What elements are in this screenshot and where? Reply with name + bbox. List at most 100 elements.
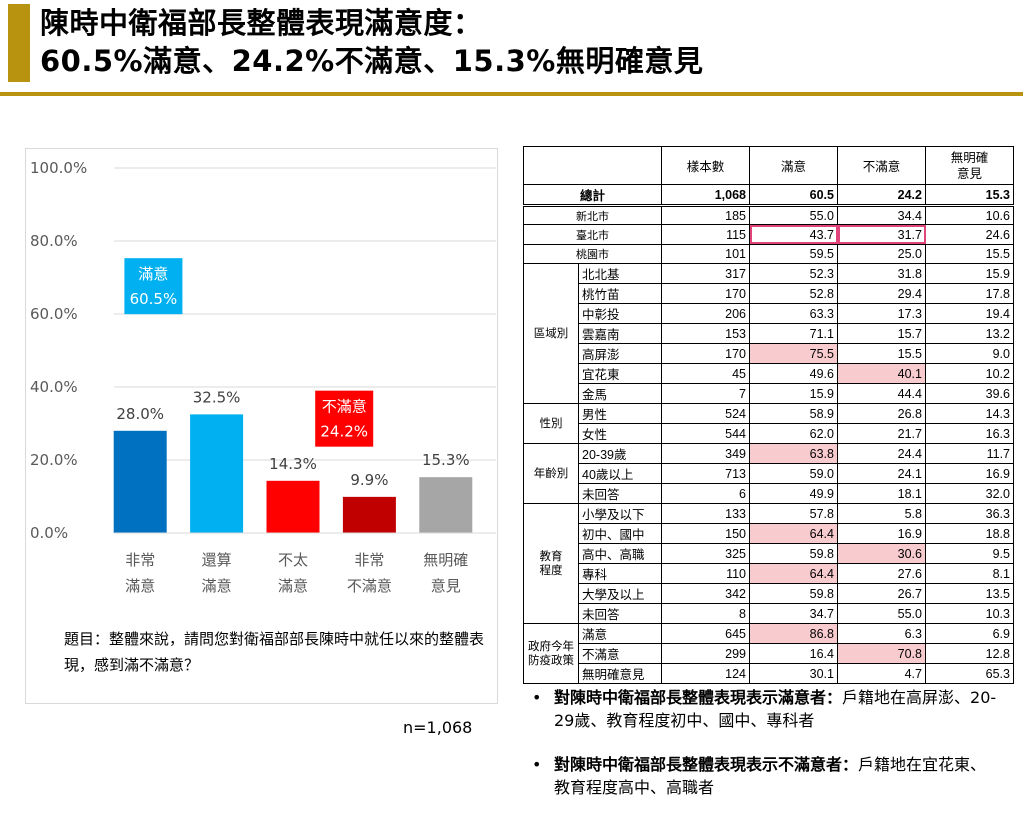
table-cell: 170 [661,343,750,365]
table-cell: 59.0 [749,463,838,485]
note-satisfied-lead: 對陳時中衛福部長整體表現表示滿意者： [554,688,843,707]
row-label: 未回答 [578,603,662,625]
table-cell: 4.7 [837,663,926,685]
row-label: 臺北市 [523,224,662,245]
x-category-label: 還算 [202,551,232,569]
title-underline [0,92,1023,96]
bar [113,430,167,533]
bar-value-label: 15.3% [422,451,470,469]
row-label: 高屏澎 [578,343,662,365]
table-cell: 8 [661,603,750,625]
table-row: 金馬 7 15.9 44.4 39.6 [524,383,1014,405]
table-cell: 32.0 [925,483,1014,505]
note-dissatisfied: • 對陳時中衛福部長整體表現表示不滿意者：戶籍地在宜花東、教育程度高中、高職者 [530,753,1000,799]
table-cell: 299 [661,643,750,665]
table-cell: 7 [661,383,750,405]
row-label: 高中、高職 [578,543,662,565]
header-no-opinion: 無明確 意見 [925,146,1014,185]
note-satisfied-text: 戶籍地在高屏澎、20-29歲、教育程度初中、國中、專科者 [554,688,997,730]
bar-value-label: 14.3% [269,455,317,473]
y-tick-label: 20.0% [30,451,78,469]
table-cell: 6.9 [925,623,1014,645]
bar-value-label: 32.5% [193,388,241,406]
row-label: 40歲以上 [578,463,662,485]
annotation-box [124,258,183,315]
table-cell: 63.3 [749,303,838,325]
survey-question: 題目：整體來說，請問您對衛福部部長陳時中就任以來的整體表現，感到滿不滿意？ [64,630,485,674]
table-cell: 60.5 [749,184,838,207]
table-cell: 645 [661,623,750,645]
table-cell: 34.7 [749,603,838,625]
table-cell: 10.6 [925,204,1014,226]
table-cell: 713 [661,463,750,485]
table-row: 性別 男性 524 58.9 26.8 14.3 [523,403,1014,445]
row-label: 女性 [578,423,662,445]
title-line-2: 60.5%滿意、24.2%不滿意、15.3%無明確意見 [40,44,704,78]
note-satisfied: • 對陳時中衛福部長整體表現表示滿意者：戶籍地在高屏澎、20-29歲、教育程度初… [530,686,1000,732]
table-cell: 39.6 [925,383,1014,405]
table-cell: 57.8 [749,503,838,525]
bar-value-label: 9.9% [350,471,388,489]
row-label: 總計 [523,184,662,207]
table-cell: 55.0 [749,204,838,226]
table-cell: 206 [661,303,750,325]
table-row: 專科 110 64.4 27.6 8.1 [524,563,1014,585]
table-cell: 29.4 [837,283,926,305]
group-label: 區域別 [523,263,579,405]
header-sample-size: 樣本數 [661,146,750,185]
table-row: 無明確意見 124 30.1 4.7 65.3 [524,663,1014,685]
table-cell: 59.8 [749,583,838,605]
table-cell: 27.6 [837,563,926,585]
table-cell: 524 [661,403,750,425]
row-label: 大學及以上 [578,583,662,605]
row-label: 滿意 [578,623,662,645]
row-label: 金馬 [578,383,662,405]
table-row: 桃園市 101 59.5 25.0 15.5 [523,243,1014,265]
table-cell: 1,068 [661,184,750,207]
row-label: 新北市 [523,204,662,226]
table-cell: 52.8 [749,283,838,305]
table-cell: 75.5 [749,343,838,365]
table-cell: 49.9 [749,483,838,505]
table-cell: 10.2 [925,363,1014,385]
table-cell: 24.1 [837,463,926,485]
table-cell: 64.4 [749,523,838,545]
table-cell: 317 [661,263,750,285]
table-cell: 62.0 [749,423,838,445]
bar [266,480,320,533]
table-cell: 30.1 [749,663,838,685]
table-cell: 9.0 [925,343,1014,365]
table-cell: 10.3 [925,603,1014,625]
row-label: 小學及以下 [578,503,662,525]
table-cell: 26.8 [837,403,926,425]
group-label: 年齡別 [523,443,579,505]
table-cell: 19.4 [925,303,1014,325]
note-dissatisfied-text: 戶籍地在宜花東、教育程度高中、高職者 [554,755,987,797]
row-label: 桃竹苗 [578,283,662,305]
row-label: 無明確意見 [578,663,662,685]
table-cell: 133 [661,503,750,525]
chart-panel: 0.0% 20.0% 40.0% 60.0% 80.0% 100.0% 28.0% 非常 滿意 3… [25,148,498,704]
y-tick-label: 60.0% [30,305,78,323]
table-corner [523,146,662,185]
table-cell: 153 [661,323,750,345]
sample-size-note: n=1,068 [403,718,473,737]
x-category-label: 滿意 [202,577,232,595]
table-cell: 59.8 [749,543,838,565]
table-cell: 150 [661,523,750,545]
table-row: 教育 程度 小學及以下 133 57.8 5.8 36.3 [523,503,1014,625]
table-row: 大學及以上 342 59.8 26.7 13.5 [524,583,1014,605]
row-label: 專科 [578,563,662,585]
x-category-label: 非常 [125,551,155,569]
table-cell: 6.3 [837,623,926,645]
table-row: 臺北市 115 43.7 31.7 24.6 [523,224,1014,245]
table-cell: 5.8 [837,503,926,525]
table-cell: 65.3 [925,663,1014,685]
table-row: 女性 544 62.0 21.7 16.3 [524,423,1014,445]
annotation-label: 不滿意 [322,398,367,416]
table-row: 未回答 8 34.7 55.0 10.3 [524,603,1014,625]
table-cell: 55.0 [837,603,926,625]
table-cell: 26.7 [837,583,926,605]
table-row: 年齡別 20-39歲 349 63.8 24.4 11.7 [523,443,1014,505]
table-cell: 30.6 [837,543,926,565]
